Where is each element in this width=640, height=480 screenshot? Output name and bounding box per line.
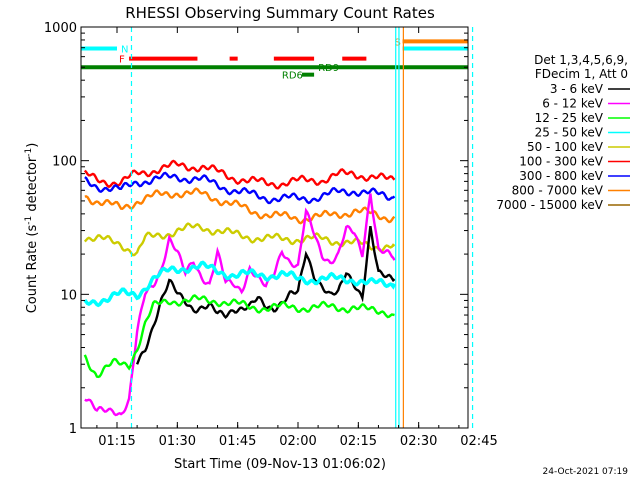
y-axis-label-sup: -1 [24, 216, 34, 225]
y-axis-label-main: Count Rate (s [25, 225, 40, 314]
x-tick-label: 02:00 [279, 434, 316, 449]
y-axis-label-tail: detector [25, 156, 40, 216]
legend-label: 7000 - 15000 keV [496, 198, 603, 212]
series-line-6-12-kev [84, 193, 396, 417]
plot-frame [80, 26, 469, 429]
legend-label: 800 - 7000 keV [512, 184, 604, 198]
flag-label-s: S [395, 37, 401, 48]
x-axis-ticks: 01:15 01:30 01:45 02:00 02:15 02:30 02:45 [96, 27, 498, 449]
series-line-25-50-kev [83, 260, 397, 308]
legend-label: 12 - 25 keV [535, 111, 604, 125]
y-axis-ticks: 1 10 100 1000 [44, 21, 468, 437]
flag-label-rd6: RD6 [282, 71, 303, 82]
legend-label: 100 - 300 keV [519, 155, 603, 169]
chart-title: RHESSI Observing Summary Count Rates [125, 4, 435, 22]
x-tick-label: 01:15 [98, 434, 135, 449]
flag-label-f: F [119, 55, 125, 66]
x-tick-label: 02:45 [460, 434, 497, 449]
legend-label: 3 - 6 keV [550, 82, 604, 96]
y-tick-label: 100 [52, 155, 77, 170]
y-tick-label: 10 [60, 288, 77, 303]
series-line-300-800-kev [84, 171, 396, 205]
y-tick-label: 1 [69, 422, 77, 437]
legend-header-line-1: Det 1,3,4,5,6,9, [534, 53, 628, 67]
axes-box [80, 26, 469, 429]
series-line-800-7000-kev [84, 187, 396, 225]
legend-label: 25 - 50 keV [535, 126, 604, 140]
legend-label: 6 - 12 keV [542, 97, 604, 111]
series-line-100-300-kev [83, 159, 396, 190]
x-tick-label: 02:30 [400, 434, 437, 449]
x-tick-label: 01:30 [159, 434, 196, 449]
series-layer [83, 159, 397, 417]
series-line-12-25-kev [83, 294, 395, 379]
y-axis-label: Count Rate (s-1 detector-1) [24, 143, 40, 314]
x-tick-label: 02:15 [340, 434, 377, 449]
y-tick-label: 1000 [44, 21, 77, 36]
series-line-50-100-kev [83, 222, 396, 257]
legend-header-line-2: FDecim 1, Att 0 [535, 67, 628, 81]
y-axis-label-sup2: -1 [24, 148, 34, 157]
legend-label: 50 - 100 keV [527, 140, 604, 154]
y-axis-label-end: ) [25, 143, 40, 148]
legend: Det 1,3,4,5,6,9, FDecim 1, Att 0 3 - 6 k… [496, 53, 630, 212]
flag-label-rd9: RD9 [318, 63, 339, 74]
x-axis-label: Start Time (09-Nov-13 01:06:02) [174, 457, 386, 472]
flag-label-n: N [121, 45, 128, 56]
event-markers [130, 27, 474, 428]
timestamp: 24-Oct-2021 07:19 [543, 467, 629, 477]
x-tick-label: 01:45 [219, 434, 256, 449]
legend-label: 300 - 800 keV [519, 169, 603, 183]
